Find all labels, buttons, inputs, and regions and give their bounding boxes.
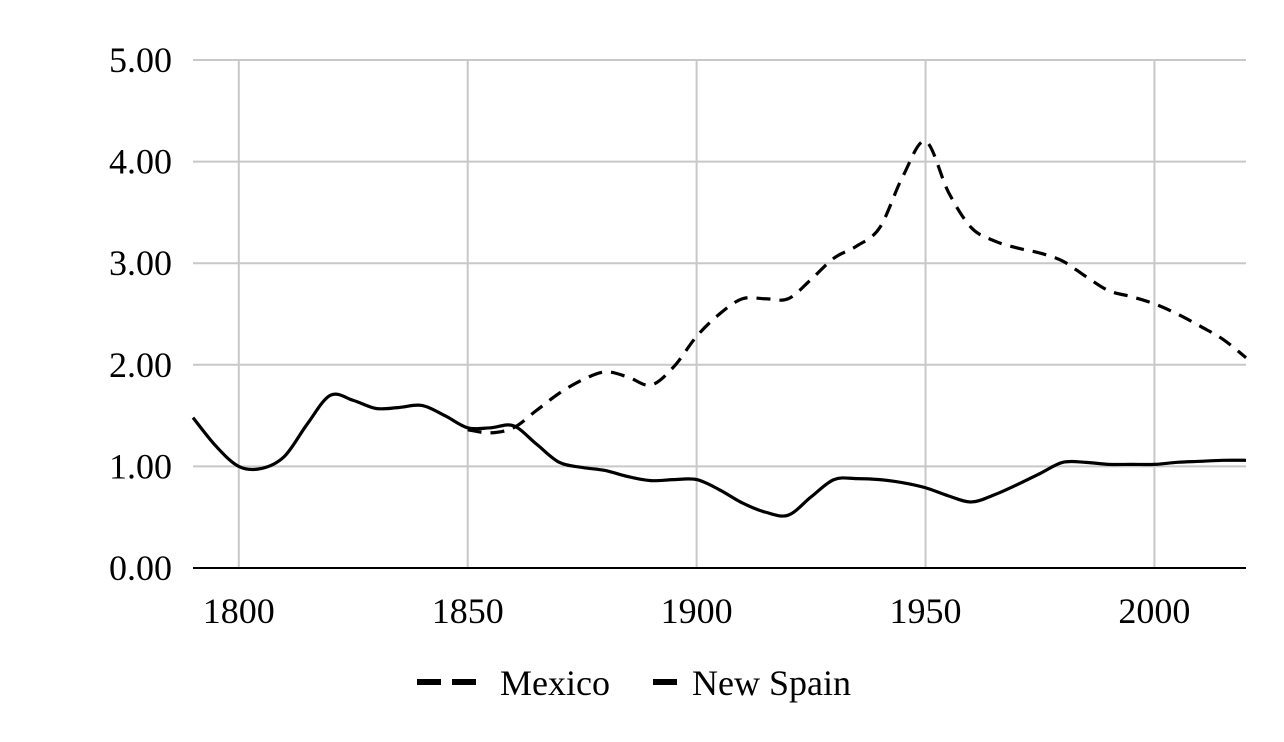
x-tick-label: 2000 <box>1118 591 1190 631</box>
legend-item-new-spain: New Spain <box>653 663 851 703</box>
x-tick-label: 1850 <box>432 591 504 631</box>
x-tick-label: 1900 <box>661 591 733 631</box>
series-layer <box>191 139 1248 518</box>
legend-label: Mexico <box>500 663 610 703</box>
horizontal-gridlines <box>193 59 1246 468</box>
y-axis-tick-labels: 0.00 1.00 2.00 3.00 4.00 5.00 <box>109 40 172 588</box>
x-tick-label: 1950 <box>890 591 962 631</box>
x-axis-tick-labels: 1800 1850 1900 1950 2000 <box>203 591 1191 631</box>
vertical-gridlines <box>237 60 1156 568</box>
y-tick-label: 0.00 <box>109 548 172 588</box>
x-tick-label: 1800 <box>203 591 275 631</box>
y-tick-label: 4.00 <box>109 142 172 182</box>
y-tick-label: 3.00 <box>109 243 172 283</box>
y-tick-label: 1.00 <box>109 446 172 486</box>
series-line-new-spain <box>191 392 1247 518</box>
legend-item-mexico: Mexico <box>417 663 610 703</box>
y-tick-label: 5.00 <box>109 40 172 80</box>
y-tick-label: 2.00 <box>109 345 172 385</box>
series-line-mexico <box>467 139 1248 435</box>
legend-label: New Spain <box>692 663 851 703</box>
legend: Mexico New Spain <box>417 663 851 703</box>
